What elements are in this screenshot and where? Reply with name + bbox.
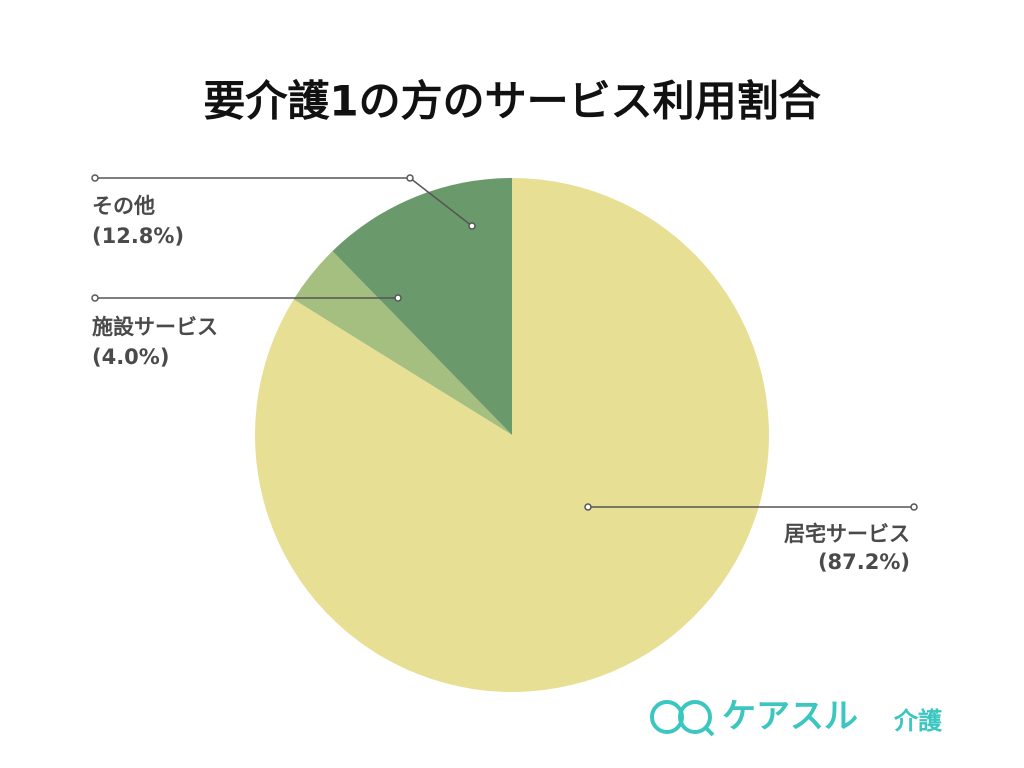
pie-slice: [332, 178, 512, 435]
logo: ケアスル 介護: [650, 697, 943, 737]
slice-label: 施設サービス: [92, 315, 218, 339]
slice-label: 居宅サービス: [784, 522, 910, 546]
slice-label: その他: [92, 194, 155, 218]
pie-slice: [293, 251, 512, 435]
logo-sub: 介護: [893, 707, 943, 735]
chart-title: 要介護1の方のサービス利用割合: [203, 77, 820, 126]
value-label: (12.8%): [92, 224, 184, 248]
pie-slice: [255, 178, 769, 692]
pie: [255, 178, 769, 692]
value-label: (87.2%): [818, 550, 910, 574]
value-label: (4.0%): [92, 345, 169, 369]
leader-lines: [91, 174, 918, 511]
logo-text: ケアスル: [722, 697, 858, 737]
